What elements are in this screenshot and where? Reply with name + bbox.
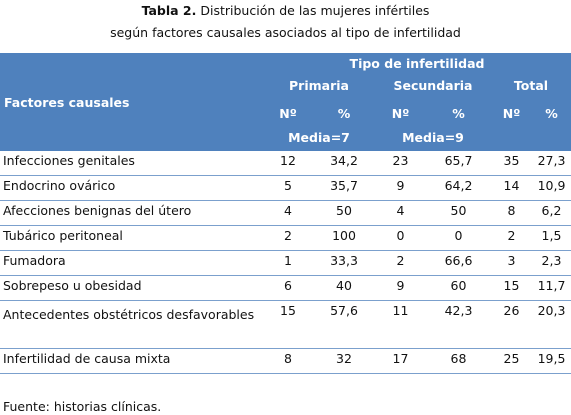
row-secundaria-n: 4 xyxy=(375,200,426,226)
table-source-note: Fuente: historias clínicas. xyxy=(3,399,162,414)
row-total-pct: 19,5 xyxy=(532,348,571,374)
row-primaria-n: 8 xyxy=(263,348,313,374)
row-factor: Sobrepeso u obesidad xyxy=(0,275,263,301)
row-factor: Tubárico peritoneal xyxy=(0,225,263,251)
row-primaria-pct: 33,3 xyxy=(313,250,375,276)
row-factor: Infertilidad de causa mixta xyxy=(0,348,263,374)
row-total-pct: 1,5 xyxy=(532,225,571,251)
row-total-pct: 27,3 xyxy=(532,151,571,176)
row-primaria-n: 15 xyxy=(263,300,313,349)
table-row: Fumadora 1 33,3 2 66,6 3 2,3 xyxy=(0,250,571,276)
caption-label: Tabla 2. xyxy=(141,3,197,18)
row-total-n: 14 xyxy=(491,175,532,201)
header-row-types: Primaria Secundaria Total xyxy=(0,74,571,96)
header-total: Total xyxy=(491,74,571,96)
row-primaria-n: 12 xyxy=(263,151,313,176)
row-total-pct: 6,2 xyxy=(532,200,571,226)
row-primaria-n: 4 xyxy=(263,200,313,226)
row-total-n: 15 xyxy=(491,275,532,301)
row-total-n: 35 xyxy=(491,151,532,176)
header-primaria-pct: % xyxy=(313,96,375,130)
row-total-pct: 11,7 xyxy=(532,275,571,301)
row-total-n: 8 xyxy=(491,200,532,226)
table-row: Antecedentes obstétricos desfavorables 1… xyxy=(0,300,571,349)
table-row: Afecciones benignas del útero 4 50 4 50 … xyxy=(0,200,571,226)
factor-column-header: Factores causales xyxy=(0,53,263,151)
header-primaria: Primaria xyxy=(263,74,375,96)
table-row: Infertilidad de causa mixta 8 32 17 68 2… xyxy=(0,348,571,374)
row-primaria-pct: 57,6 xyxy=(313,300,375,349)
row-secundaria-n: 0 xyxy=(375,225,426,251)
header-row-units: Nº % Nº % Nº % xyxy=(0,96,571,130)
table-row: Endocrino ovárico 5 35,7 9 64,2 14 10,9 xyxy=(0,175,571,201)
row-factor: Endocrino ovárico xyxy=(0,175,263,201)
row-total-n: 3 xyxy=(491,250,532,276)
table-row: Infecciones genitales 12 34,2 23 65,7 35… xyxy=(0,151,571,176)
data-table: Factores causales Tipo de infertilidad P… xyxy=(0,53,571,374)
row-primaria-n: 5 xyxy=(263,175,313,201)
header-primaria-n: Nº xyxy=(263,96,313,130)
row-secundaria-n: 2 xyxy=(375,250,426,276)
row-factor: Afecciones benignas del útero xyxy=(0,200,263,226)
row-secundaria-pct: 42,3 xyxy=(426,300,491,349)
row-factor: Antecedentes obstétricos desfavorables xyxy=(0,300,263,349)
header-secundaria-n: Nº xyxy=(375,96,426,130)
row-factor: Fumadora xyxy=(0,250,263,276)
header-total-pct: % xyxy=(532,96,571,130)
row-primaria-n: 1 xyxy=(263,250,313,276)
header-total-n: Nº xyxy=(491,96,532,130)
row-secundaria-pct: 64,2 xyxy=(426,175,491,201)
row-secundaria-pct: 66,6 xyxy=(426,250,491,276)
table-row: Sobrepeso u obesidad 6 40 9 60 15 11,7 xyxy=(0,275,571,301)
row-secundaria-pct: 65,7 xyxy=(426,151,491,176)
row-primaria-pct: 50 xyxy=(313,200,375,226)
row-primaria-pct: 35,7 xyxy=(313,175,375,201)
header-secundaria-pct: % xyxy=(426,96,491,130)
group-header-tipo: Tipo de infertilidad xyxy=(263,53,571,74)
row-primaria-pct: 40 xyxy=(313,275,375,301)
row-primaria-n: 6 xyxy=(263,275,313,301)
caption-title: Distribución de las mujeres infértiles xyxy=(196,3,430,18)
header-secundaria: Secundaria xyxy=(375,74,491,96)
row-total-pct: 10,9 xyxy=(532,175,571,201)
header-media-secundaria: Media=9 xyxy=(375,130,491,151)
header-media-primaria: Media=7 xyxy=(263,130,375,151)
row-secundaria-n: 23 xyxy=(375,151,426,176)
row-secundaria-n: 9 xyxy=(375,275,426,301)
row-total-n: 26 xyxy=(491,300,532,349)
row-secundaria-pct: 0 xyxy=(426,225,491,251)
header-row-group: Factores causales Tipo de infertilidad xyxy=(0,53,571,151)
row-secundaria-n: 17 xyxy=(375,348,426,374)
row-primaria-pct: 100 xyxy=(313,225,375,251)
caption-line-2: según factores causales asociados al tip… xyxy=(110,25,461,40)
row-total-n: 25 xyxy=(491,348,532,374)
row-total-n: 2 xyxy=(491,225,532,251)
row-secundaria-pct: 60 xyxy=(426,275,491,301)
table-row: Tubárico peritoneal 2 100 0 0 2 1,5 xyxy=(0,225,571,251)
header-media-total-empty xyxy=(491,130,571,151)
row-primaria-pct: 34,2 xyxy=(313,151,375,176)
row-primaria-n: 2 xyxy=(263,225,313,251)
row-secundaria-pct: 68 xyxy=(426,348,491,374)
row-total-pct: 2,3 xyxy=(532,250,571,276)
row-factor: Infecciones genitales xyxy=(0,151,263,176)
row-secundaria-n: 11 xyxy=(375,300,426,349)
caption-line-1: Tabla 2. Distribución de las mujeres inf… xyxy=(0,0,571,22)
row-total-pct: 20,3 xyxy=(532,300,571,349)
row-secundaria-pct: 50 xyxy=(426,200,491,226)
header-row-media: Media=7 Media=9 xyxy=(0,130,571,151)
row-secundaria-n: 9 xyxy=(375,175,426,201)
table-caption: Tabla 2. Distribución de las mujeres inf… xyxy=(0,0,571,44)
row-primaria-pct: 32 xyxy=(313,348,375,374)
